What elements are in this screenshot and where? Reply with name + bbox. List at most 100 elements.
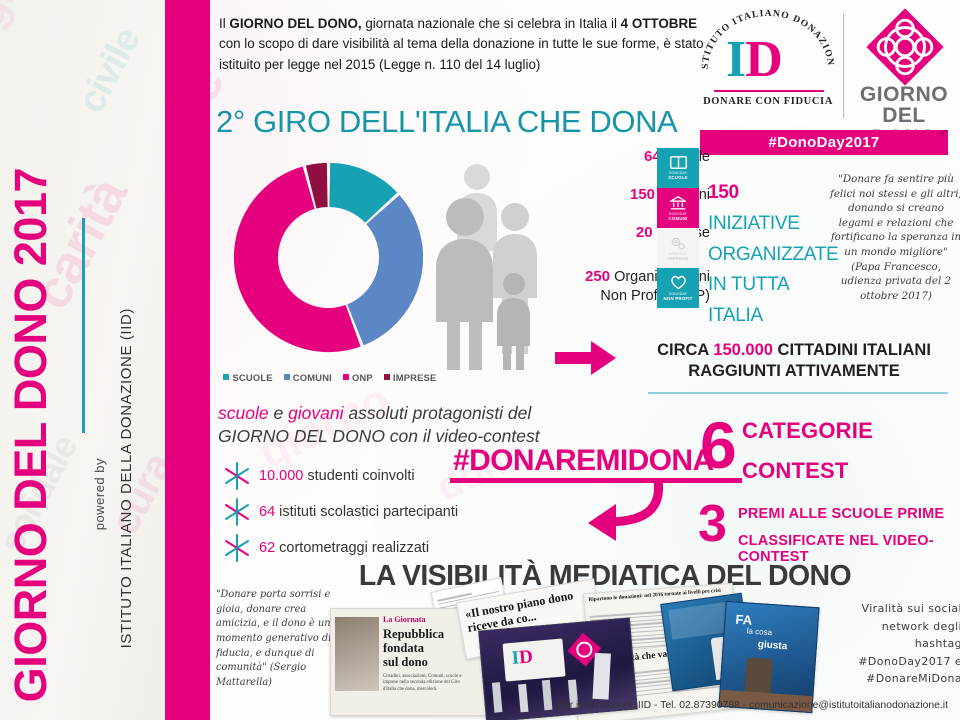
person-figure — [592, 652, 611, 700]
giorno-del-dono-logo: GIORNO DEL DONO — [854, 8, 954, 148]
stat-number-scuole: 64 — [643, 148, 661, 165]
press-clip-repubblica: La Giornata Repubblica fondata sul dono … — [330, 608, 490, 716]
section-heading-visibilita: LA VISIBILITÀ MEDIATICA DEL DONO — [358, 560, 852, 592]
legend-label: IMPRESE — [392, 372, 437, 383]
iid-tagline: DONARE CON FIDUCIA — [703, 96, 833, 107]
tv-caption-la: la cosa — [746, 626, 773, 638]
stage-diamond — [566, 631, 603, 668]
circa-post: CITTADINI ITALIANI — [772, 341, 931, 359]
scuole-giovani-line: scuole e giovani assoluti protagonisti d… — [218, 402, 638, 448]
contest-contest-label: CONTEST — [742, 458, 849, 483]
tile-scuole: DONODAY SCUOLE — [657, 148, 699, 188]
curved-arrow-icon — [588, 479, 664, 541]
sidebar-accent-stripe — [165, 0, 210, 720]
diamond-flower-icon — [866, 8, 944, 86]
intro-paragraph: Il GIORNO DEL DONO, giornata nazionale c… — [219, 14, 709, 75]
hashtag-underline — [450, 478, 742, 483]
iniziative-block: 150 INIZIATIVE ORGANIZZATE IN TUTTA ITAL… — [708, 178, 839, 332]
iid-monogram: ID — [726, 34, 812, 86]
scuole-mid: e — [268, 403, 289, 423]
bullet-text-2: istituti scolastici partecipanti — [275, 504, 459, 520]
list-item: 62 cortometraggi realizzati — [222, 530, 642, 566]
bullet-number-3: 62 — [259, 540, 276, 556]
viral-line1: Viralità sui social — [861, 602, 960, 615]
list-item-text: 64 istituti scolastici partecipanti — [259, 504, 458, 520]
clip-head1: Repubblica — [383, 627, 445, 641]
logo-divider — [843, 14, 845, 118]
circa-cittadini-block: CIRCA 150.000 CITTADINI ITALIANI RAGGIUN… — [628, 340, 960, 383]
press-photo — [335, 617, 379, 691]
bullet-text-1: studenti coinvolti — [303, 468, 415, 484]
tile-imprese: DONODAY IMPRESE — [657, 228, 699, 268]
intro-text-c: giornata nazionale che si celebra in Ita… — [361, 16, 621, 31]
donut-slice-onp — [233, 166, 361, 353]
arrow-right-icon — [555, 341, 616, 375]
scuole-line2: GIORNO DEL DONO con il video-contest — [218, 426, 540, 447]
gdd-line1: GIORNO — [859, 83, 949, 106]
iid-logo: ISTITUTO ITALIANO DONAZIONE ID DONARE CO… — [698, 6, 838, 126]
bullet-number-1: 10.000 — [259, 468, 304, 484]
bullet-list: 10.000 studenti coinvolti 64 istituti sc… — [222, 458, 642, 566]
section-heading-giro: 2° GIRO DELL'ITALIA CHE DONA — [216, 104, 678, 139]
scuole-hl1: scuole — [218, 403, 269, 423]
scuole-hl2: giovani — [288, 403, 344, 423]
circa-line2: RAGGIUNTI ATTIVAMENTE — [688, 362, 900, 381]
iniziative-word: INIZIATIVE — [708, 212, 800, 234]
press-photo-event: ID — [478, 617, 638, 720]
stat-number-onp: 250 — [585, 268, 611, 285]
iid-letter-i: I — [726, 31, 746, 88]
tile-scuole-name: SCUOLE — [668, 175, 688, 180]
quote-mattarella: "Donare porta sorrisi e gioia, donare cr… — [216, 589, 332, 689]
tv-caption-giusta: giusta — [757, 639, 788, 653]
viral-line4: #DonoDay2017 e — [858, 654, 960, 668]
list-item-text: 62 cortometraggi realizzati — [259, 540, 429, 556]
gears-icon — [671, 237, 685, 249]
star-burst-icon — [225, 534, 249, 562]
legend-swatch — [223, 374, 230, 380]
viral-line5: #DonareMiDona — [866, 672, 960, 686]
bullet-number-2: 64 — [259, 504, 276, 520]
tile-comuni-top: DONODAY — [668, 211, 688, 216]
press-photo-tv-2: FA la cosa giusta — [718, 600, 820, 714]
footer-contact: Per informazioni: IID - Tel. 02.87390788… — [557, 700, 948, 711]
book-icon — [669, 156, 687, 169]
people-silhouettes-icon — [436, 164, 537, 370]
tile-comuni-name: COMUNI — [668, 215, 688, 221]
legend-item-comuni: COMUNI — [283, 372, 332, 383]
donoday-ribbon: #DonoDay2017 — [700, 130, 948, 155]
star-burst-icon — [225, 462, 249, 490]
press-collage: La Giornata Repubblica fondata sul dono … — [330, 577, 850, 720]
list-item: 64 istituti scolastici partecipanti — [222, 494, 642, 530]
powered-by-label: powered by — [92, 457, 107, 530]
donut-chart: SCUOLE COMUNI ONP IMPRESE — [215, 150, 440, 400]
tv-caption-fa: FA — [735, 611, 753, 628]
donut-chart-svg — [233, 162, 424, 353]
legend-swatch — [383, 374, 390, 380]
category-icon-tiles: DONODAY SCUOLE DONODAY COMUNI — [657, 148, 699, 308]
clip-head2: fondata — [383, 641, 424, 655]
tile-nonprofit-top: DONODAY — [668, 292, 688, 296]
sidebar-divider-line — [82, 218, 85, 433]
intro-text-b: GIORNO DEL DONO, — [229, 16, 362, 31]
intro-text-a: Il — [219, 16, 230, 31]
contest-six-text: CATEGORIE CONTEST — [742, 418, 873, 484]
page-title: GIORNO DEL DONO 2017 — [5, 167, 56, 702]
viral-line3: hashtag — [914, 637, 960, 651]
contest-three-text: PREMI ALLE SCUOLE PRIME CLASSIFICATE NEL… — [738, 506, 960, 565]
legend-item-imprese: IMPRESE — [383, 372, 437, 383]
tile-non-profit: DONODAY NON PROFIT — [657, 268, 699, 308]
tile-comuni: DONODAY COMUNI — [657, 188, 699, 228]
legend-item-scuole: SCUOLE — [223, 372, 273, 383]
clip-body: Cittadini, associazioni, Comuni, scuole … — [383, 674, 462, 692]
tile-nonprofit-name: NON PROFIT — [663, 296, 693, 301]
legend-swatch — [283, 374, 290, 380]
circa-divider — [648, 392, 948, 395]
contest-categorie-label: CATEGORIE — [742, 418, 873, 443]
viral-social-text: Viralità sui social network degli hashta… — [858, 600, 960, 688]
star-burst-icon — [225, 498, 249, 526]
premi-line1: PREMI ALLE SCUOLE PRIME — [738, 506, 945, 522]
iniziative-number: 150 — [708, 182, 739, 203]
hashtag-donaremidona: #DONAREMIDONA — [453, 444, 714, 477]
logo-block: ISTITUTO ITALIANO DONAZIONE ID DONARE CO… — [698, 6, 956, 156]
